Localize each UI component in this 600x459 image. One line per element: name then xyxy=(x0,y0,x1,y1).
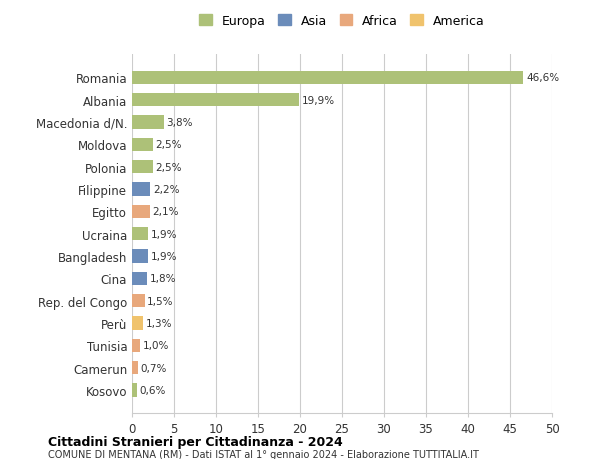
Bar xyxy=(132,339,140,352)
Text: 19,9%: 19,9% xyxy=(302,95,335,105)
Text: Cittadini Stranieri per Cittadinanza - 2024: Cittadini Stranieri per Cittadinanza - 2… xyxy=(48,435,343,448)
Bar xyxy=(132,383,137,397)
Bar xyxy=(132,116,164,129)
Bar xyxy=(132,272,147,285)
Text: 3,8%: 3,8% xyxy=(166,118,193,128)
Bar xyxy=(132,317,143,330)
Text: 1,0%: 1,0% xyxy=(143,341,169,351)
Bar xyxy=(132,71,523,85)
Text: 1,9%: 1,9% xyxy=(151,252,177,261)
Text: 2,2%: 2,2% xyxy=(153,185,179,195)
Legend: Europa, Asia, Africa, America: Europa, Asia, Africa, America xyxy=(199,15,485,28)
Bar xyxy=(132,94,299,107)
Text: 0,6%: 0,6% xyxy=(140,385,166,395)
Text: COMUNE DI MENTANA (RM) - Dati ISTAT al 1° gennaio 2024 - Elaborazione TUTTITALIA: COMUNE DI MENTANA (RM) - Dati ISTAT al 1… xyxy=(48,449,479,459)
Text: 1,8%: 1,8% xyxy=(149,274,176,284)
Bar xyxy=(132,361,138,375)
Bar xyxy=(132,227,148,241)
Bar xyxy=(132,205,149,218)
Text: 2,5%: 2,5% xyxy=(155,162,182,172)
Bar xyxy=(132,161,153,174)
Text: 1,9%: 1,9% xyxy=(151,229,177,239)
Bar xyxy=(132,183,151,196)
Text: 2,5%: 2,5% xyxy=(155,140,182,150)
Text: 0,7%: 0,7% xyxy=(140,363,167,373)
Text: 1,5%: 1,5% xyxy=(147,296,173,306)
Text: 1,3%: 1,3% xyxy=(145,318,172,328)
Text: 2,1%: 2,1% xyxy=(152,207,179,217)
Bar xyxy=(132,250,148,263)
Bar xyxy=(132,138,153,151)
Text: 46,6%: 46,6% xyxy=(526,73,559,83)
Bar xyxy=(132,294,145,308)
